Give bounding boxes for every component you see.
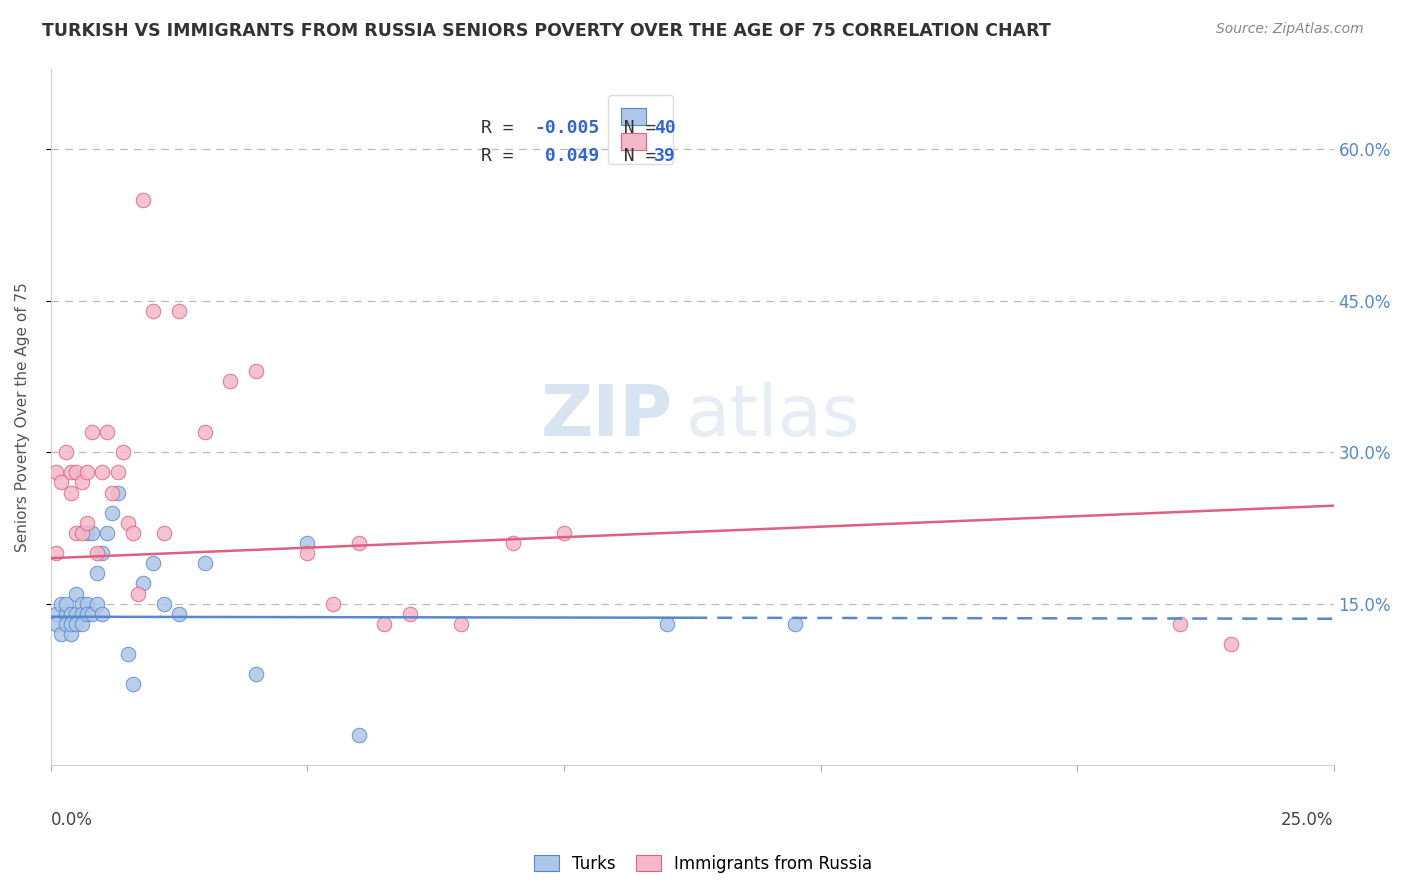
Text: R =: R =: [481, 119, 524, 136]
Legend: Turks, Immigrants from Russia: Turks, Immigrants from Russia: [527, 848, 879, 880]
Point: [65, 616, 87, 631]
Point: [60, 607, 83, 621]
Point: [373, 616, 395, 631]
Point: [111, 445, 134, 459]
Text: ZIP: ZIP: [541, 383, 673, 451]
Point: [152, 525, 174, 540]
Text: N =: N =: [602, 119, 668, 136]
Point: [70, 616, 93, 631]
Point: [60, 616, 83, 631]
Point: [297, 546, 319, 560]
Point: [55, 607, 77, 621]
Point: [91, 466, 114, 480]
Point: [91, 607, 114, 621]
Point: [101, 506, 124, 520]
Point: [86, 566, 108, 581]
Text: 40: 40: [654, 119, 675, 136]
Point: [132, 576, 155, 591]
Point: [297, 536, 319, 550]
Point: [117, 647, 139, 661]
Point: [1220, 637, 1243, 651]
Point: [655, 616, 678, 631]
Point: [783, 616, 806, 631]
Point: [91, 546, 114, 560]
Point: [49, 475, 72, 490]
Legend: , : ,: [609, 95, 673, 164]
Point: [322, 597, 344, 611]
Point: [245, 364, 267, 378]
Point: [101, 485, 124, 500]
Point: [49, 597, 72, 611]
Point: [80, 525, 103, 540]
Point: [122, 525, 145, 540]
Point: [96, 525, 118, 540]
Point: [86, 546, 108, 560]
Point: [60, 466, 83, 480]
Point: [60, 627, 83, 641]
Text: 25.0%: 25.0%: [1281, 811, 1334, 829]
Point: [65, 525, 87, 540]
Point: [194, 425, 217, 439]
Point: [167, 303, 190, 318]
Point: [45, 546, 67, 560]
Point: [245, 667, 267, 681]
Text: Source: ZipAtlas.com: Source: ZipAtlas.com: [1216, 22, 1364, 37]
Point: [80, 607, 103, 621]
Text: 0.049: 0.049: [534, 146, 600, 165]
Point: [194, 556, 217, 570]
Point: [142, 303, 165, 318]
Point: [86, 597, 108, 611]
Point: [76, 597, 98, 611]
Text: atlas: atlas: [686, 383, 860, 451]
Point: [142, 556, 165, 570]
Point: [70, 525, 93, 540]
Point: [45, 616, 67, 631]
Point: [219, 375, 242, 389]
Point: [49, 627, 72, 641]
Point: [76, 607, 98, 621]
Point: [122, 677, 145, 691]
Point: [76, 516, 98, 530]
Point: [167, 607, 190, 621]
Text: R =: R =: [481, 146, 524, 165]
Point: [450, 616, 472, 631]
Point: [70, 607, 93, 621]
Point: [553, 525, 575, 540]
Point: [60, 485, 83, 500]
Y-axis label: Seniors Poverty Over the Age of 75: Seniors Poverty Over the Age of 75: [15, 282, 30, 552]
Point: [76, 525, 98, 540]
Point: [70, 597, 93, 611]
Point: [152, 597, 174, 611]
Point: [70, 475, 93, 490]
Text: 39: 39: [654, 146, 675, 165]
Text: 0.0%: 0.0%: [51, 811, 93, 829]
Point: [107, 485, 129, 500]
Point: [107, 466, 129, 480]
Point: [80, 425, 103, 439]
Point: [76, 466, 98, 480]
Point: [55, 597, 77, 611]
Point: [132, 193, 155, 207]
Point: [1168, 616, 1191, 631]
Text: TURKISH VS IMMIGRANTS FROM RUSSIA SENIORS POVERTY OVER THE AGE OF 75 CORRELATION: TURKISH VS IMMIGRANTS FROM RUSSIA SENIOR…: [42, 22, 1050, 40]
Text: -0.005: -0.005: [534, 119, 600, 136]
Point: [502, 536, 524, 550]
Point: [55, 445, 77, 459]
Point: [347, 728, 370, 742]
Point: [399, 607, 422, 621]
Point: [65, 586, 87, 600]
Point: [117, 516, 139, 530]
Point: [65, 607, 87, 621]
Point: [45, 466, 67, 480]
Point: [55, 616, 77, 631]
Point: [65, 466, 87, 480]
Point: [96, 425, 118, 439]
Point: [45, 607, 67, 621]
Text: N =: N =: [602, 146, 668, 165]
Point: [127, 586, 149, 600]
Point: [347, 536, 370, 550]
